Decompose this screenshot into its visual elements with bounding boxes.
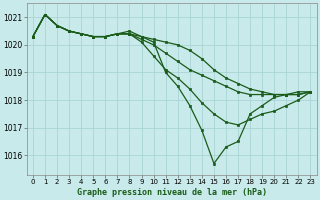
X-axis label: Graphe pression niveau de la mer (hPa): Graphe pression niveau de la mer (hPa)	[77, 188, 267, 197]
